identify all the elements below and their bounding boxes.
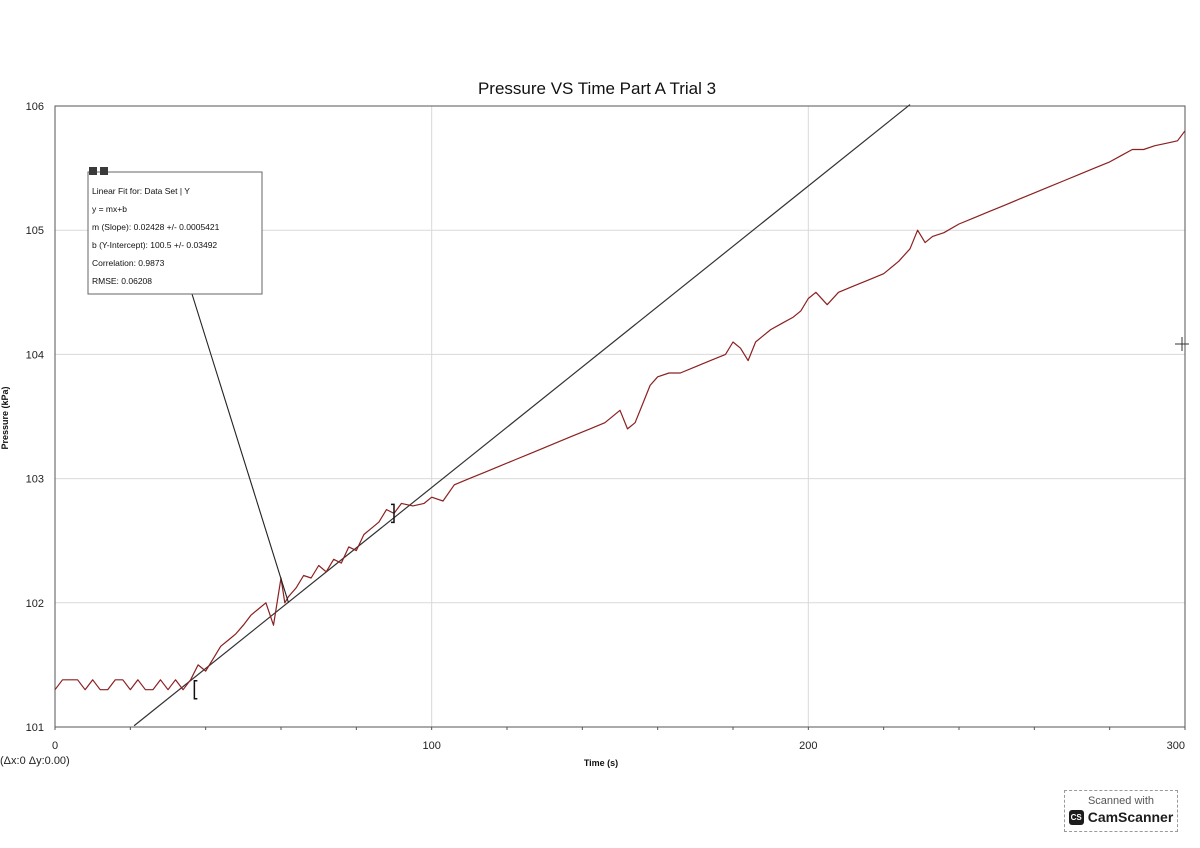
fit-box-line: RMSE: 0.06208 <box>92 276 152 286</box>
linear-fit-box[interactable]: Linear Fit for: Data Set | Y y = mx+b m (S… <box>87 167 290 603</box>
fit-box-pointer <box>191 293 290 603</box>
axes <box>54 105 1186 730</box>
chart-title: Pressure VS Time Part A Trial 3 <box>478 79 716 98</box>
fit-box-frame <box>87 171 263 295</box>
crosshair-cursor-icon <box>1175 337 1189 351</box>
tick-labels: 101 102 103 104 105 106 0 100 200 300 <box>26 101 1185 752</box>
linear-fit-line <box>133 104 911 727</box>
plot-frame <box>54 105 1186 728</box>
fit-box-handle-icon <box>100 167 108 175</box>
y-tick-label: 101 <box>26 722 44 734</box>
y-tick-label: 104 <box>26 349 44 361</box>
x-tick-label: 0 <box>52 740 58 752</box>
fit-range-bracket <box>193 679 198 700</box>
fit-box-line: y = mx+b <box>92 204 127 214</box>
fit-box-line: Linear Fit for: Data Set | Y <box>92 186 190 196</box>
x-tick-label: 200 <box>799 740 817 752</box>
y-tick-label: 103 <box>26 474 44 486</box>
fit-range-bracket <box>391 503 395 524</box>
badge-caption: Scanned with <box>1087 795 1155 807</box>
x-tick-label: 300 <box>1167 740 1185 752</box>
x-tick-label: 100 <box>422 740 440 752</box>
camscanner-logo-icon: CS <box>1068 809 1084 825</box>
badge-name: CamScanner <box>1087 809 1174 825</box>
delta-readout: (Δx:0 Δy:0.00) <box>0 755 70 767</box>
plot-area <box>54 104 1186 727</box>
y-axis-label: Pressure (kPa) <box>0 386 10 449</box>
fit-box-handle-icon <box>89 167 97 175</box>
x-axis-label: Time (s) <box>584 758 618 768</box>
camscanner-badge: Scanned with CS CamScanner <box>1064 790 1178 832</box>
fit-box-line: b (Y-Intercept): 100.5 +/- 0.03492 <box>92 240 217 250</box>
fit-box-line: Correlation: 0.9873 <box>92 258 165 268</box>
fit-box-line: m (Slope): 0.02428 +/- 0.0005421 <box>92 222 220 232</box>
y-tick-label: 105 <box>26 225 44 237</box>
y-tick-label: 106 <box>26 101 44 113</box>
data-series-line <box>54 130 1186 691</box>
y-tick-label: 102 <box>26 598 44 610</box>
